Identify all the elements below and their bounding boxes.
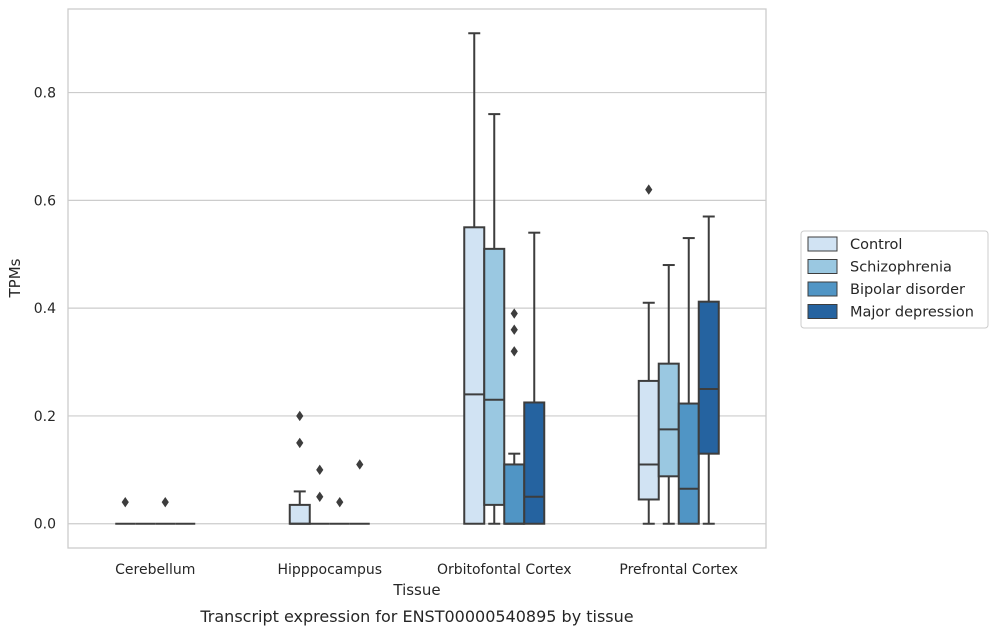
legend-swatch xyxy=(807,281,838,297)
series-major-depression xyxy=(175,215,720,525)
box xyxy=(155,496,176,525)
box xyxy=(483,113,506,525)
box xyxy=(349,459,370,525)
legend-item: Control xyxy=(807,236,902,253)
box-body xyxy=(288,503,311,525)
outlier-point xyxy=(510,324,518,335)
box xyxy=(329,496,350,525)
outlier-point xyxy=(510,308,518,319)
legend-swatch xyxy=(807,304,838,319)
outlier-point xyxy=(296,410,304,422)
legend-label: Bipolar disorder xyxy=(850,282,965,298)
x-tick-label: Orbitofontal Cortex xyxy=(437,562,572,578)
y-axis-title: TPMs xyxy=(6,258,24,298)
outlier-point xyxy=(645,184,653,195)
legend: Control Schizophrenia Bipolar disorder Majo… xyxy=(800,230,989,329)
box xyxy=(697,215,720,525)
y-tick-label: 0.2 xyxy=(34,409,56,425)
box-body xyxy=(523,401,546,525)
y-tick-labels: 0.0 0.2 0.4 0.6 0.8 xyxy=(34,86,56,533)
outlier-point xyxy=(296,437,304,449)
x-tick-label: Prefrontal Cortex xyxy=(619,562,738,578)
series-bipolar-disorder xyxy=(155,237,700,525)
legend-item: Bipolar disorder xyxy=(807,281,965,298)
box-body xyxy=(637,379,660,501)
box-body xyxy=(503,463,526,525)
x-tick-label: Cerebellum xyxy=(115,562,195,578)
outlier-point xyxy=(336,496,344,508)
outlier-point xyxy=(510,346,518,357)
box-body xyxy=(657,362,680,478)
outlier-point xyxy=(316,491,324,502)
y-tick-label: 0.4 xyxy=(34,301,56,317)
legend-swatch xyxy=(807,259,838,274)
legend-label: Schizophrenia xyxy=(850,260,952,276)
outlier-point xyxy=(316,464,324,476)
box-body xyxy=(463,226,486,525)
x-tick-labels: Cerebellum Hipppocampus Orbitofontal Corte… xyxy=(115,562,738,578)
legend-items: Control Schizophrenia Bipolar disorder Majo… xyxy=(807,236,974,321)
box xyxy=(523,231,546,525)
y-tick-label: 0.6 xyxy=(34,193,56,209)
y-tick-label: 0.8 xyxy=(34,86,56,102)
legend-item: Major depression xyxy=(807,304,974,321)
series-control xyxy=(115,32,660,525)
x-tick-label: Hipppocampus xyxy=(277,562,382,578)
series-schizophrenia xyxy=(135,113,680,525)
box-body xyxy=(697,300,720,455)
x-axis-title: Tissue xyxy=(392,581,440,599)
outlier-point xyxy=(121,496,129,508)
y-tick-label: 0.0 xyxy=(34,517,56,533)
box-series xyxy=(115,32,720,525)
legend-label: Control xyxy=(850,237,902,253)
outlier-point xyxy=(161,496,169,508)
box xyxy=(657,264,680,525)
legend-label: Major depression xyxy=(850,305,974,321)
legend-swatch xyxy=(807,236,838,252)
box xyxy=(677,237,700,525)
legend-frame xyxy=(800,230,989,329)
chart-caption: Transcript expression for ENST0000054089… xyxy=(199,607,633,626)
box xyxy=(309,464,330,525)
box xyxy=(503,308,526,525)
box xyxy=(115,496,136,525)
box xyxy=(463,32,486,525)
outlier-point xyxy=(356,459,364,470)
legend-item: Schizophrenia xyxy=(807,259,952,276)
box-body xyxy=(483,247,506,506)
box-body xyxy=(677,402,700,525)
box xyxy=(288,410,311,525)
